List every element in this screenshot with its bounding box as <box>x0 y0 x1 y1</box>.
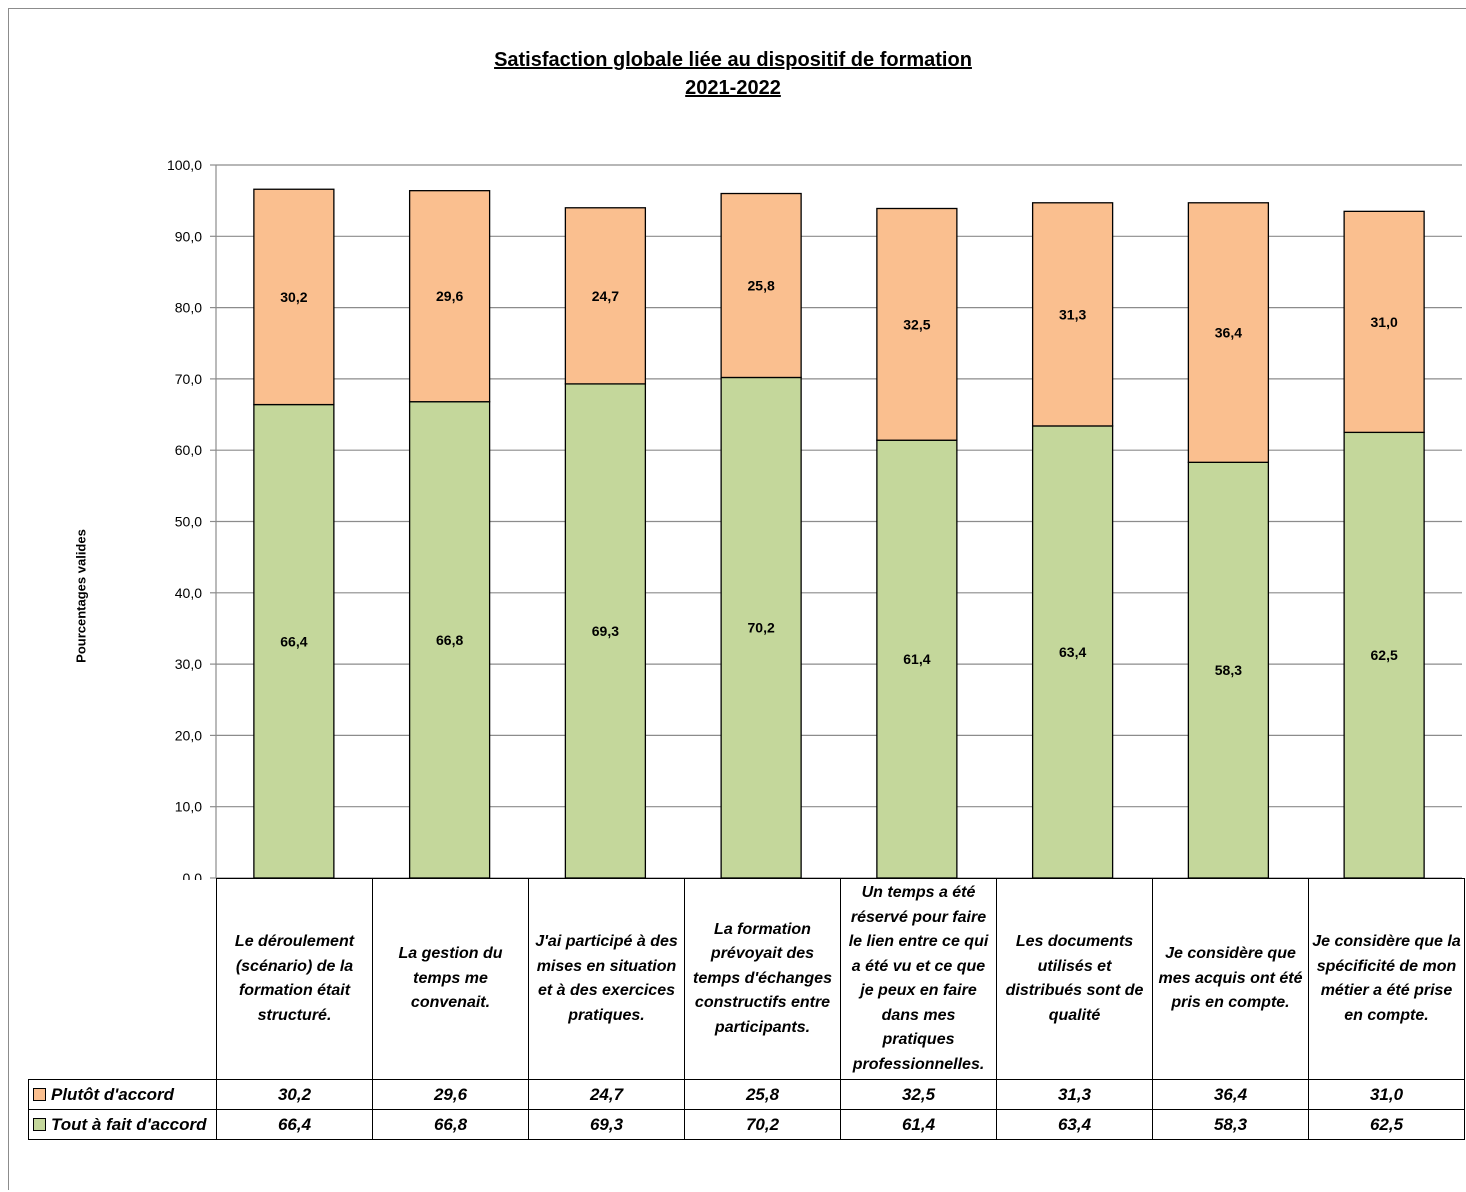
data-label: 61,4 <box>903 651 930 667</box>
y-tick-label: 40,0 <box>175 585 202 601</box>
bar-segment <box>720 192 802 379</box>
bar-segment <box>876 439 958 879</box>
data-label: 30,2 <box>280 289 307 305</box>
data-label: 31,0 <box>1371 314 1398 330</box>
data-label: 63,4 <box>1059 644 1086 660</box>
y-tick-label: 0,0 <box>183 870 203 880</box>
data-label: 69,3 <box>592 623 619 639</box>
stacked-bar-chart: 0,0 10,0 20,0 30,0 40,0 50,0 60,0 70,0 80,0 90,0 1… <box>167 157 1462 880</box>
category-label: Les documents utilisés et distribués son… <box>996 878 1153 1080</box>
table-row: Plutôt d'accord 30,2 29,6 24,7 25,8 32,5 31,3 3… <box>28 1079 1465 1110</box>
chart-title-line-2: 2021-2022 <box>685 77 781 99</box>
table-value: 31,3 <box>996 1079 1153 1110</box>
table-value: 58,3 <box>1152 1109 1309 1140</box>
table-value: 30,2 <box>216 1079 373 1110</box>
data-label: 31,3 <box>1059 306 1086 322</box>
legend-swatch <box>33 1087 46 1101</box>
chart-title-line-1: Satisfaction globale liée au dispositif … <box>494 49 972 71</box>
table-value: 32,5 <box>840 1079 997 1110</box>
y-tick-label: 80,0 <box>175 300 202 316</box>
table-value: 36,4 <box>1152 1079 1309 1110</box>
data-table: Le déroulement (scénario) de la formatio… <box>28 878 1465 1140</box>
bar-segment <box>1343 210 1425 434</box>
data-label: 36,4 <box>1215 325 1242 341</box>
y-tick-label: 100,0 <box>167 157 202 173</box>
data-label: 24,7 <box>592 288 619 304</box>
category-row: Le déroulement (scénario) de la formatio… <box>28 878 1465 1080</box>
data-label: 66,4 <box>280 633 307 649</box>
category-label: Un temps a été réservé pour faire le lie… <box>840 878 997 1080</box>
table-value: 63,4 <box>996 1109 1153 1140</box>
bar-segment <box>564 207 647 385</box>
bar-segment <box>1187 202 1270 463</box>
category-label: Je considère que mes acquis ont été pris… <box>1152 878 1309 1080</box>
table-value: 29,6 <box>372 1079 529 1110</box>
data-label: 58,3 <box>1215 662 1242 678</box>
y-tick-label: 20,0 <box>175 727 202 743</box>
bar-segment <box>564 383 647 879</box>
bar-segment <box>408 190 491 403</box>
table-value: 70,2 <box>684 1109 841 1140</box>
table-value: 62,5 <box>1308 1109 1465 1140</box>
y-tick-label: 30,0 <box>175 656 202 672</box>
category-label: Le déroulement (scénario) de la formatio… <box>216 878 373 1080</box>
y-tick-label: 60,0 <box>175 442 202 458</box>
legend-label: Plutôt d'accord <box>51 1084 175 1104</box>
chart-frame <box>8 8 1466 1190</box>
category-label: La formation prévoyait des temps d'échan… <box>684 878 841 1080</box>
legend-entry: Plutôt d'accord <box>28 1079 217 1110</box>
table-value: 24,7 <box>528 1079 685 1110</box>
table-row: Tout à fait d'accord 66,4 66,8 69,3 70,2 61,4… <box>28 1109 1465 1140</box>
data-label: 70,2 <box>748 620 775 636</box>
category-label: Je considère que la spécificité de mon m… <box>1308 878 1465 1080</box>
table-value: 25,8 <box>684 1079 841 1110</box>
data-label: 32,5 <box>903 316 930 332</box>
data-label: 62,5 <box>1371 647 1398 663</box>
data-label: 25,8 <box>748 277 775 293</box>
y-tick-label: 90,0 <box>175 228 202 244</box>
legend-label: Tout à fait d'accord <box>51 1114 207 1134</box>
bar-segment <box>253 188 335 406</box>
data-label: 66,8 <box>436 632 463 648</box>
bar-segment <box>253 403 335 879</box>
legend-entry: Tout à fait d'accord <box>28 1109 217 1140</box>
table-value: 66,8 <box>372 1109 529 1140</box>
table-value: 69,3 <box>528 1109 685 1140</box>
bar-segment <box>1031 202 1114 427</box>
y-tick-label: 10,0 <box>175 799 202 815</box>
bar-segment <box>1343 431 1425 879</box>
table-value: 31,0 <box>1308 1079 1465 1110</box>
data-label: 29,6 <box>436 288 463 304</box>
category-label: J'ai participé à des mises en situation … <box>528 878 685 1080</box>
category-label: La gestion du temps me convenait. <box>372 878 529 1080</box>
bar-segment <box>720 376 802 879</box>
table-value: 66,4 <box>216 1109 373 1140</box>
legend-swatch <box>33 1117 46 1131</box>
y-tick-label: 70,0 <box>175 371 202 387</box>
table-corner <box>28 878 217 1080</box>
bar-segment <box>408 401 491 879</box>
table-value: 61,4 <box>840 1109 997 1140</box>
bar-segment <box>876 207 958 441</box>
chart-title: Satisfaction globale liée au dispositif … <box>0 46 1466 102</box>
y-tick-label: 50,0 <box>175 514 202 530</box>
